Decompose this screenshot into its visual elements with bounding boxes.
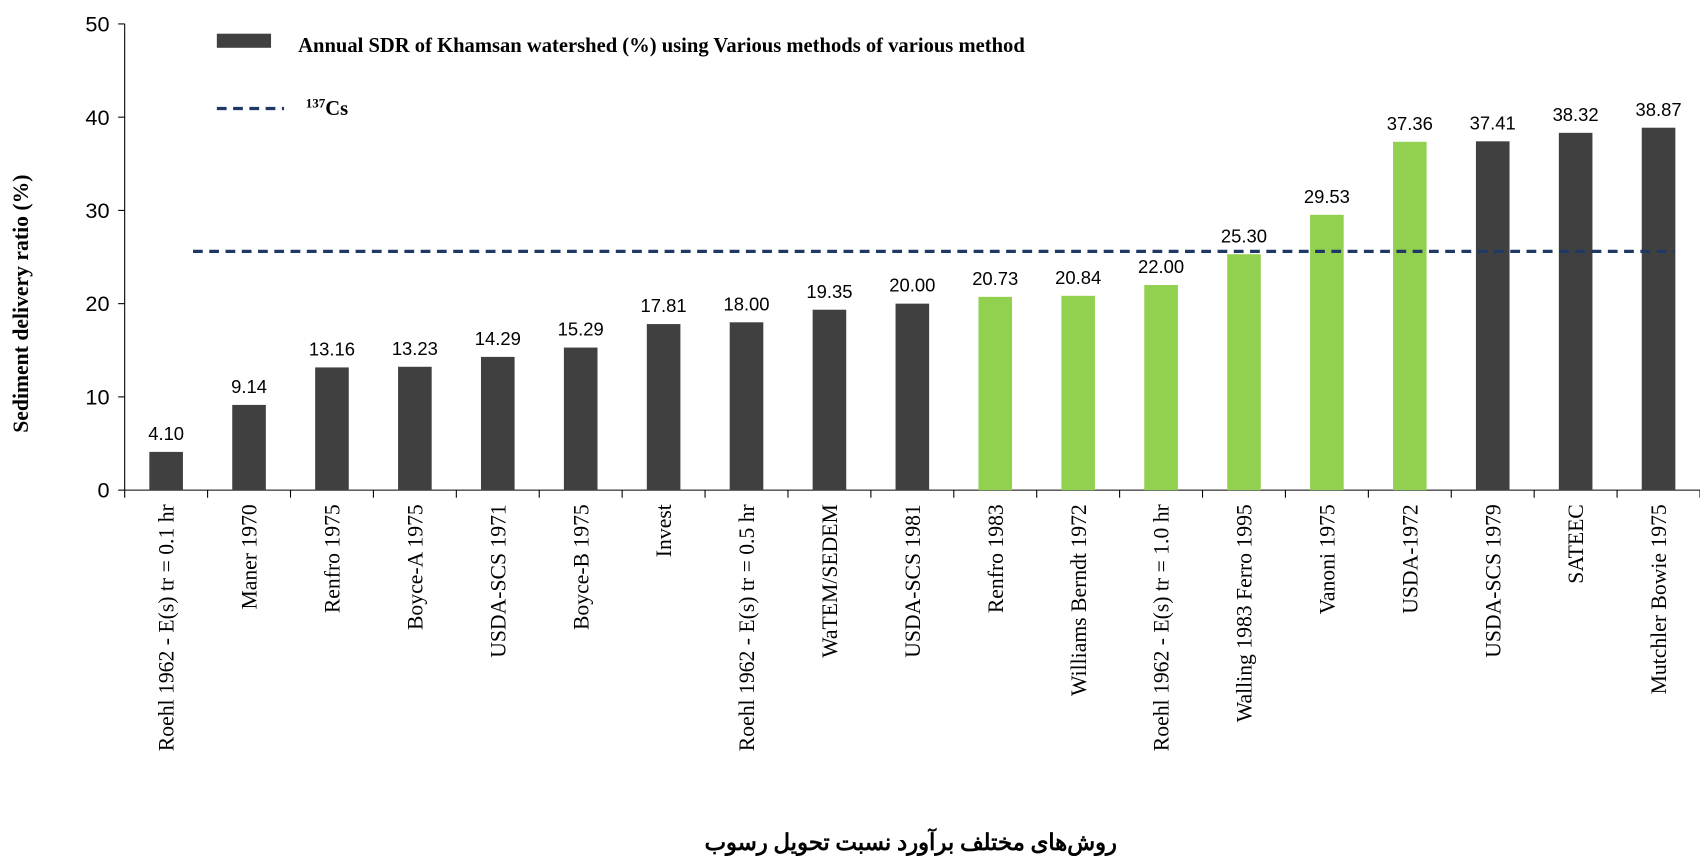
value-label: 17.81 [641,295,687,316]
bar [1641,127,1676,491]
x-tick-label: Mutchler Bowie 1975 [1647,504,1671,694]
bar [978,296,1013,491]
y-tick-label: 10 [85,384,109,409]
bar [398,366,432,491]
x-tick-label: Renfro 1983 [984,504,1008,613]
x-tick-label: USDA-1972 [1398,504,1422,614]
value-label: 15.29 [558,319,604,340]
bar [646,324,681,491]
x-tick-label: Invest [652,504,676,557]
legend-label: Annual SDR of Khamsan watershed (%) usin… [298,35,1025,57]
value-label: 13.16 [309,339,355,360]
value-label: 29.53 [1304,186,1350,207]
value-label: 25.30 [1221,225,1267,246]
y-tick-label: 40 [85,105,109,130]
x-tick-label: Renfro 1975 [321,504,345,613]
value-label: 37.36 [1387,113,1433,134]
bar [812,309,847,491]
x-tick-label: SATEEC [1564,504,1588,583]
value-label: 4.10 [148,423,184,444]
bar [149,451,183,491]
x-tick-label: USDA-SCS 1971 [486,504,510,658]
value-label: 18.00 [723,293,769,314]
y-axis-title: Sediment delivery ratio (%) [9,175,33,433]
value-label: 20.84 [1055,267,1101,288]
x-tick-label: Vanoni 1975 [1315,504,1339,614]
value-label: 37.41 [1470,112,1516,133]
value-label: 20.73 [972,268,1018,289]
legend-label: 137Cs [306,95,348,120]
bar [480,356,515,491]
y-tick-label: 50 [85,12,109,37]
legend-swatch [216,33,272,48]
bar [1061,295,1095,491]
x-tick-label: Roehl 1962 - E(s) tr = 0.5 hr [735,503,759,751]
bar [232,404,266,491]
y-tick-label: 20 [85,291,109,316]
x-tick-label: Maner 1970 [238,504,262,609]
bar [1393,141,1427,491]
bar [563,347,598,491]
bar [1475,141,1510,491]
x-tick-label: Williams Berndt 1972 [1067,504,1091,696]
value-label: 9.14 [231,376,267,397]
x-tick-label: Roehl 1962 - E(s) tr = 1.0 hr [1150,503,1174,751]
bar [1558,132,1593,491]
legend-label-text: Cs [325,98,348,120]
bar [1227,254,1261,491]
y-tick-label: 0 [97,478,109,503]
bar [729,322,764,491]
x-tick-label: USDA-SCS 1979 [1481,504,1505,658]
bar [315,367,349,491]
value-label: 20.00 [889,275,935,296]
value-label: 14.29 [475,328,521,349]
value-label: 38.32 [1553,104,1599,125]
x-tick-label: USDA-SCS 1981 [901,504,925,658]
legend-superscript: 137 [306,95,326,110]
x-tick-label: Boyce-A 1975 [403,504,427,630]
x-tick-label: WaTEM/SEDEM [818,504,842,658]
bar [1144,285,1178,491]
value-label: 13.23 [392,338,438,359]
x-tick-label: Roehl 1962 - E(s) tr = 0.1 hr [155,503,179,751]
y-tick-label: 30 [85,198,109,223]
value-label: 38.87 [1635,99,1681,120]
x-tick-label: Boyce-B 1975 [569,504,593,630]
value-label: 19.35 [806,281,852,302]
value-label: 22.00 [1138,256,1184,277]
bar [1310,214,1344,491]
x-tick-label: Walling 1983 Ferro 1995 [1233,504,1257,722]
x-axis-title: روش‌های مختلف برآورد نسبت تحویل رسوب [705,827,1117,857]
bar [895,303,930,491]
